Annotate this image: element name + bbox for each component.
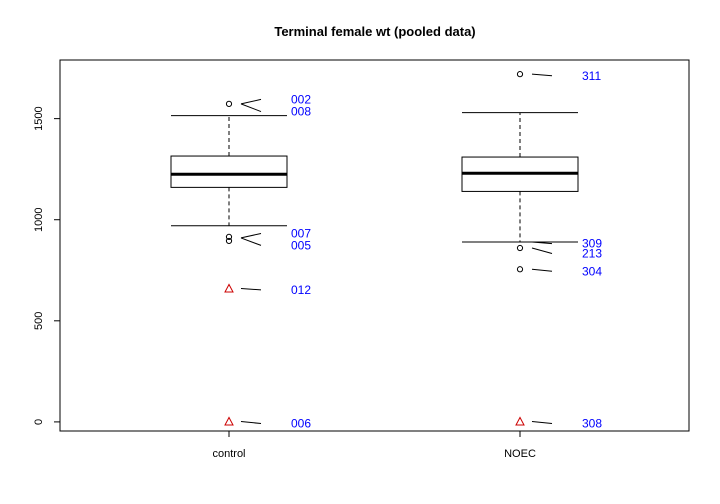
- outlier-point: [225, 100, 233, 107]
- annotation-leader: [240, 287, 262, 291]
- annotation-label: 309: [582, 237, 602, 251]
- annotation-leader: [240, 237, 262, 246]
- annotation-leader: [531, 421, 553, 425]
- annotation-label: 002: [291, 92, 311, 106]
- annotation-label: 007: [291, 226, 311, 240]
- box-iqr: [170, 155, 288, 188]
- annotation-leader: [531, 73, 553, 77]
- y-tick-label: 0: [33, 419, 45, 425]
- outlier-point: [516, 71, 524, 78]
- annotation-leader: [531, 268, 553, 272]
- plot-frame: [59, 59, 690, 432]
- annotation-label: 308: [582, 417, 602, 431]
- y-tick-label: 1500: [33, 106, 45, 130]
- triangle-point: [224, 416, 234, 426]
- annotation-label: 311: [582, 69, 601, 83]
- annotation-label: 006: [291, 417, 311, 431]
- annotation-leader: [531, 247, 553, 254]
- annotation-label: 008: [291, 105, 311, 119]
- annotation-leader: [531, 241, 553, 245]
- annotation-label: 213: [582, 246, 602, 260]
- y-tick-label: 500: [33, 312, 45, 330]
- outlier-point: [516, 244, 524, 252]
- triangle-point: [515, 416, 525, 426]
- triangle-point: [224, 283, 234, 293]
- annotation-label: 012: [291, 283, 311, 297]
- annotation-leader: [240, 421, 262, 425]
- outlier-point: [225, 237, 233, 245]
- x-tick-label: control: [212, 448, 245, 460]
- x-tick-label: NOEC: [504, 448, 536, 460]
- annotation-label: 005: [291, 238, 311, 252]
- y-tick-label: 1000: [33, 207, 45, 231]
- annotation-leader: [240, 232, 262, 239]
- chart-title: Terminal female wt (pooled data): [274, 24, 475, 39]
- annotation-leader: [240, 98, 262, 105]
- outlier-point: [516, 266, 524, 273]
- annotation-leader: [240, 103, 262, 113]
- annotation-label: 304: [582, 264, 602, 278]
- outlier-point: [225, 233, 233, 241]
